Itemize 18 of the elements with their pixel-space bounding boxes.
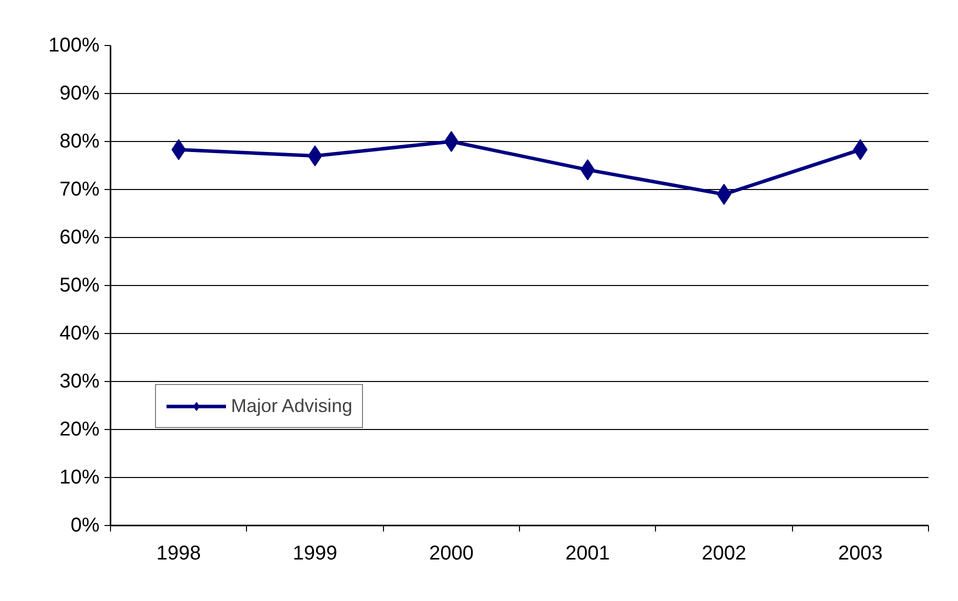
legend-label: Major Advising: [231, 395, 352, 417]
y-tick-label: 30%: [59, 370, 100, 392]
y-tick-label: 50%: [59, 274, 100, 296]
y-tick-label: 40%: [59, 322, 100, 344]
x-tick-label: 2002: [702, 542, 746, 564]
y-tick-label: 100%: [48, 34, 100, 56]
x-tick-label: 2001: [565, 542, 610, 564]
y-tick-label: 80%: [59, 130, 100, 152]
x-tick-label: 1999: [292, 542, 338, 564]
y-tick-label: 10%: [59, 466, 100, 488]
x-tick-label: 2003: [838, 542, 883, 564]
y-tick-label: 90%: [59, 82, 100, 104]
x-tick-label: 1998: [156, 542, 201, 564]
y-tick-label: 20%: [59, 418, 100, 440]
x-tick-label: 2000: [429, 542, 474, 564]
y-tick-label: 0%: [70, 514, 100, 536]
y-tick-label: 60%: [59, 226, 100, 248]
y-tick-label: 70%: [59, 178, 100, 200]
